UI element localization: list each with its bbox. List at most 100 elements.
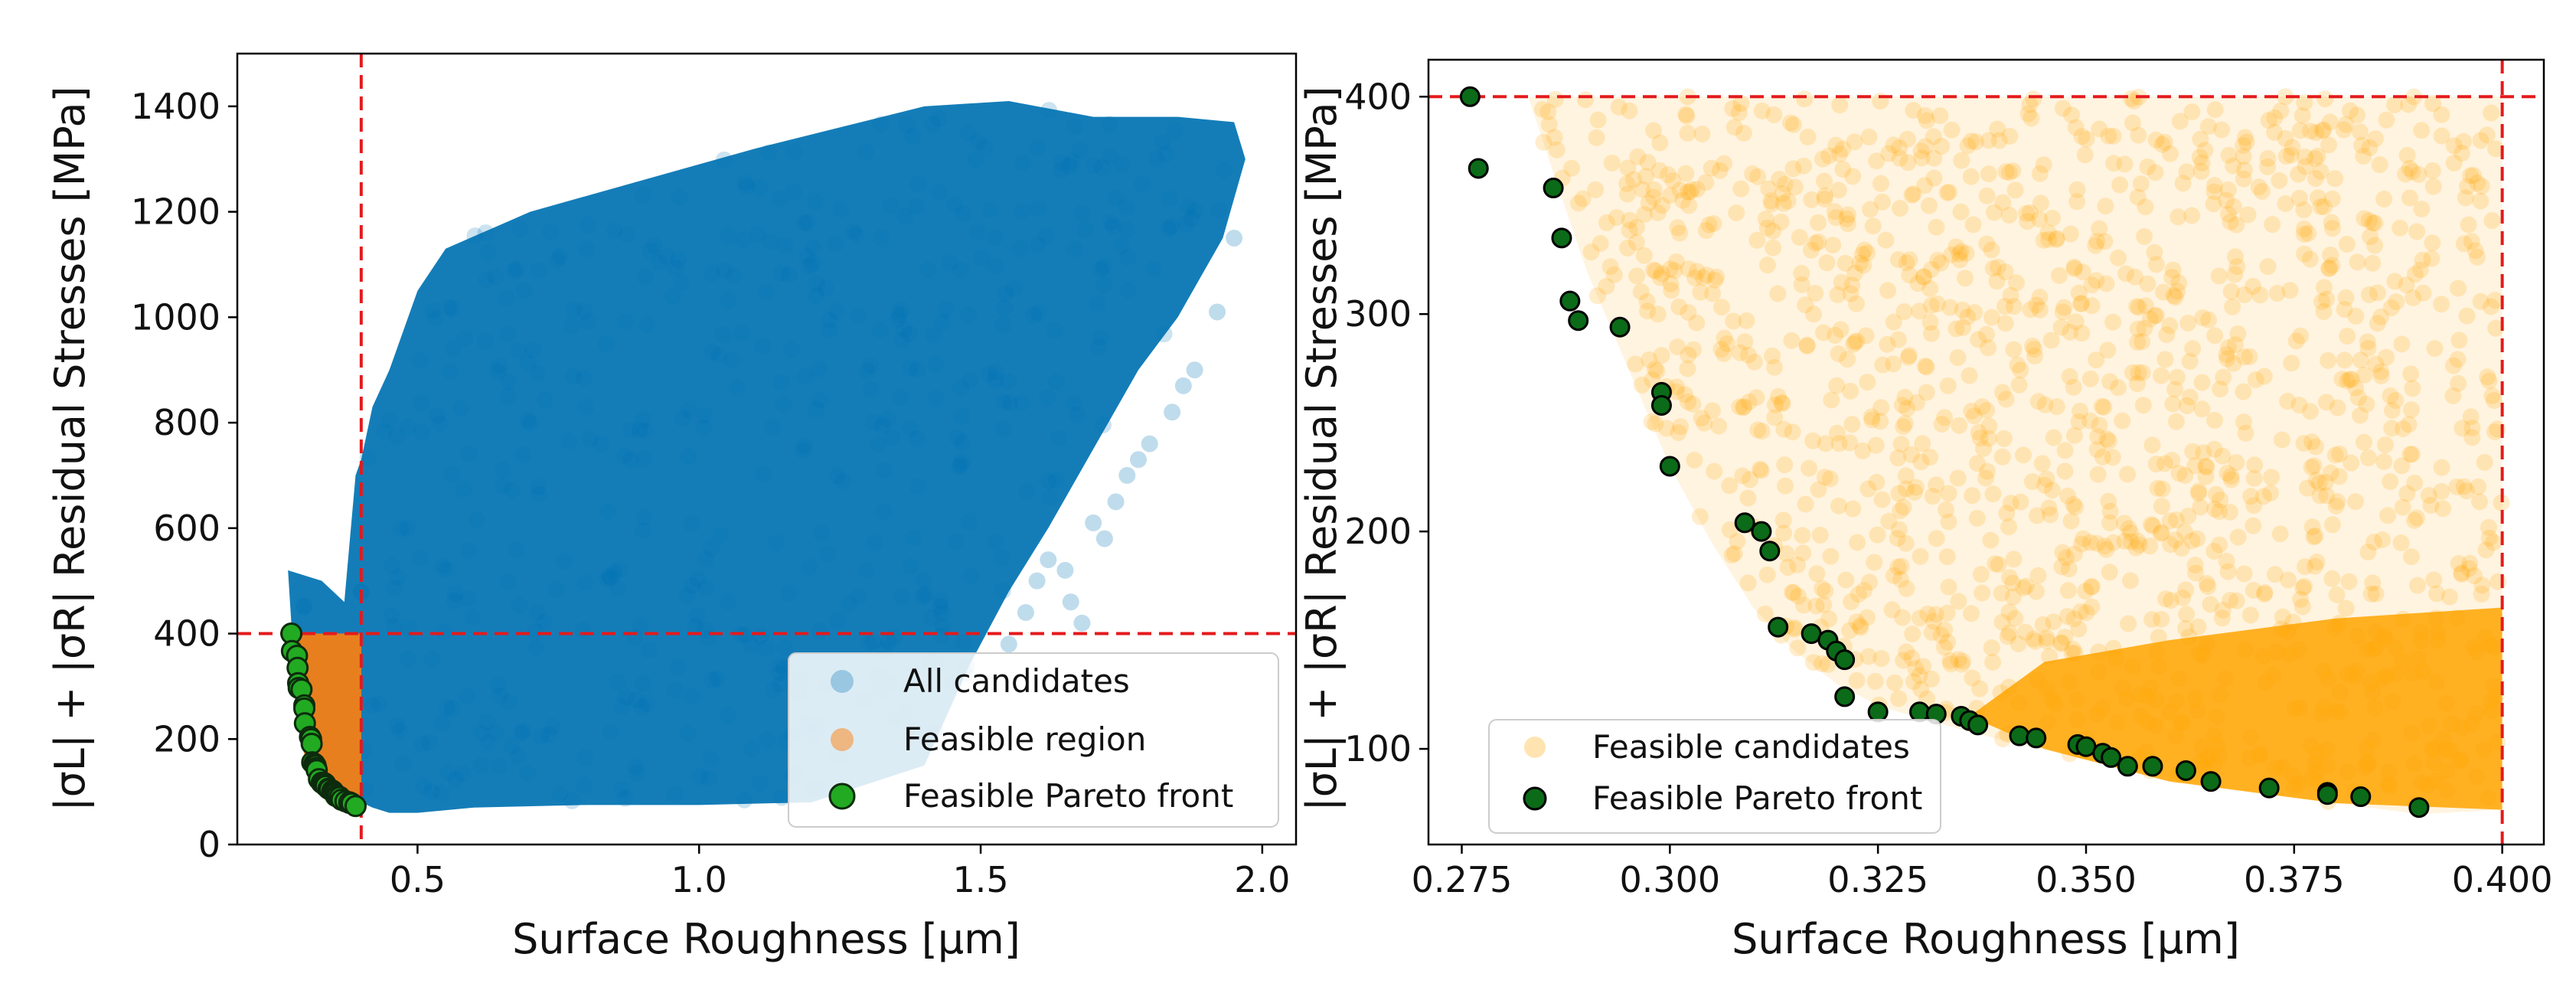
candidate-point <box>616 312 634 330</box>
candidate-point <box>2205 542 2223 560</box>
candidate-point <box>442 466 460 483</box>
candidate-point <box>2453 564 2470 582</box>
candidate-point <box>1846 264 1864 282</box>
candidate-point <box>1105 217 1122 235</box>
candidate-point <box>2455 478 2473 495</box>
candidate-point <box>2104 534 2122 551</box>
candidate-point <box>2408 509 2425 527</box>
candidate-point <box>386 579 403 596</box>
candidate-point <box>749 225 766 243</box>
candidate-point <box>1118 221 1135 239</box>
candidate-point <box>1928 218 1945 236</box>
candidate-point <box>1639 302 1657 320</box>
candidate-point <box>602 569 619 586</box>
candidate-point <box>2266 566 2284 583</box>
candidate-point <box>997 284 1014 302</box>
candidate-point <box>2424 162 2441 179</box>
candidate-point <box>900 325 918 343</box>
candidate-point <box>1691 508 1709 525</box>
candidate-point <box>497 289 514 307</box>
candidate-point <box>1705 214 1722 232</box>
candidate-point <box>2315 198 2333 216</box>
candidate-point <box>2146 307 2163 325</box>
candidate-point <box>2455 132 2473 150</box>
candidate-point <box>1984 260 2002 277</box>
candidate-point <box>1964 487 1981 505</box>
candidate-point <box>736 791 753 809</box>
candidate-point <box>754 337 772 354</box>
candidate-point <box>1661 187 1679 204</box>
candidate-point <box>819 545 837 563</box>
candidate-point <box>1177 215 1195 233</box>
candidate-point <box>472 724 490 742</box>
candidate-point <box>2219 205 2237 223</box>
candidate-point <box>1901 251 1918 269</box>
candidate-point <box>2060 560 2078 578</box>
candidate-point <box>2235 413 2252 431</box>
candidate-point <box>2176 523 2193 541</box>
candidate-point <box>514 446 532 464</box>
right-legend-box <box>1488 719 1941 834</box>
candidate-point <box>950 459 968 476</box>
candidate-point <box>1916 177 1934 194</box>
candidate-point <box>1784 423 1801 441</box>
candidate-point <box>2364 254 2382 272</box>
candidate-point <box>1765 222 1782 240</box>
candidate-point <box>2026 348 2043 365</box>
candidate-point <box>1935 639 1953 656</box>
candidate-point <box>2364 574 2382 592</box>
candidate-point <box>1996 263 2014 281</box>
candidate-point <box>994 316 1012 334</box>
candidate-point <box>1829 424 1846 442</box>
candidate-point <box>628 764 646 782</box>
candidate-point <box>2472 192 2489 210</box>
candidate-point <box>2034 616 2052 633</box>
candidate-point <box>2485 392 2503 410</box>
candidate-point <box>1927 606 1944 623</box>
candidate-point <box>1933 137 1951 155</box>
candidate-point <box>1916 106 1934 124</box>
candidate-point <box>2386 273 2404 290</box>
candidate-point <box>1089 295 1106 312</box>
candidate-point <box>995 394 1013 411</box>
candidate-point <box>2406 474 2424 492</box>
candidate-point <box>459 590 477 608</box>
candidate-point <box>2320 351 2337 369</box>
candidate-point <box>1932 626 1950 644</box>
candidate-point <box>392 520 410 537</box>
candidate-point <box>642 242 659 260</box>
candidate-point <box>2387 392 2405 410</box>
candidate-point <box>2479 368 2496 386</box>
candidate-point <box>2369 284 2386 302</box>
candidate-point <box>2211 536 2228 554</box>
candidate-point <box>1918 358 1935 376</box>
candidate-point <box>2082 578 2100 596</box>
candidate-point <box>2453 565 2470 583</box>
candidate-point <box>2352 407 2369 424</box>
candidate-point <box>857 142 875 160</box>
pareto-point <box>2350 786 2372 808</box>
candidate-point <box>1903 186 1921 204</box>
candidate-point <box>2341 102 2359 119</box>
candidate-point <box>1627 355 1644 373</box>
candidate-point <box>2116 532 2134 550</box>
candidate-point <box>551 785 569 802</box>
candidate-point <box>1839 351 1856 368</box>
candidate-point <box>866 534 883 552</box>
candidate-point <box>2021 204 2039 221</box>
candidate-point <box>1605 266 1623 283</box>
candidate-point <box>1679 393 1696 410</box>
candidate-point <box>1641 351 1658 368</box>
candidate-point <box>1677 165 1695 182</box>
candidate-point <box>565 301 583 319</box>
left-legend-label-pareto: Feasible Pareto front <box>903 777 1233 815</box>
candidate-point <box>1144 260 1162 278</box>
candidate-point <box>508 260 525 278</box>
candidate-point <box>1766 409 1784 426</box>
candidate-point <box>2207 485 2225 503</box>
candidate-point <box>2065 545 2083 563</box>
candidate-point <box>776 237 794 254</box>
candidate-point <box>2259 258 2277 276</box>
candidate-point <box>2309 189 2326 207</box>
candidate-point <box>2225 198 2242 215</box>
